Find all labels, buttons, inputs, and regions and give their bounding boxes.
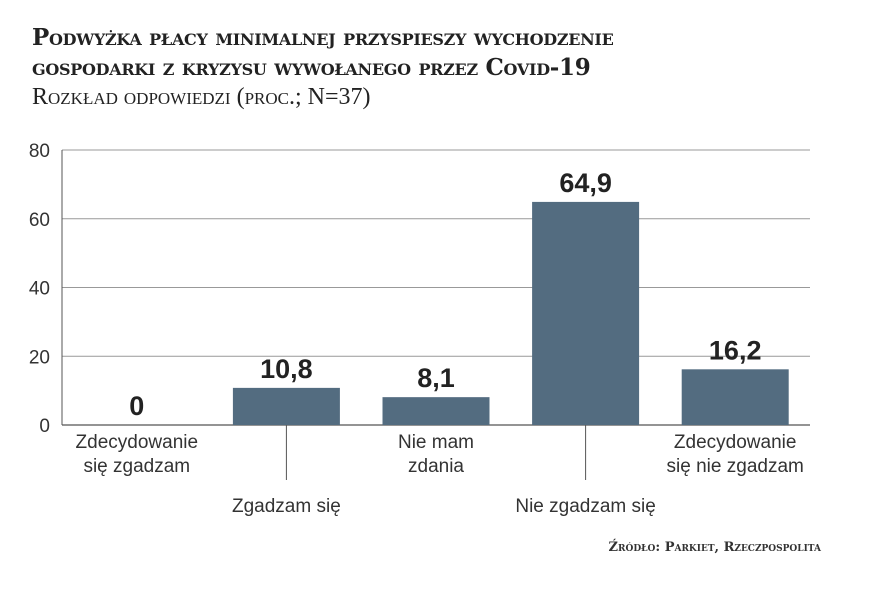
x-tick-label: zdania [408,456,464,477]
x-tick-label: Zgadzam się [232,496,341,517]
y-tick-label: 0 [39,416,50,437]
bar [382,397,490,425]
y-tick-label: 40 [29,279,50,300]
y-tick-label: 20 [29,347,50,368]
x-tick-label: się zgadzam [83,456,190,477]
chart-title-line-2: gospodarki z kryzysu wywołanego przez Co… [32,54,591,81]
bar [232,387,340,425]
chart-subtitle: Rozkład odpowiedzi (proc.; N=37) [32,84,371,110]
source-note: Źródło: Parkiet, Rzeczpospolita [608,540,821,555]
y-tick-label: 60 [29,210,50,231]
x-tick-label: Nie mam [398,432,474,453]
x-tick-label: Nie zgadzam się [515,496,655,517]
x-tick-label: Zdecydowanie [76,432,199,453]
y-tick-label: 80 [29,141,50,162]
x-tick-label: się nie zgadzam [667,456,804,477]
data-label: 64,9 [559,168,612,198]
bar [681,369,789,425]
data-label: 10,8 [260,354,313,384]
data-label: 0 [129,391,144,421]
bar [532,201,640,425]
data-label: 16,2 [709,335,762,365]
x-tick-label: Zdecydowanie [674,432,797,453]
data-label: 8,1 [417,363,455,393]
chart-title-line-1: Podwyżka płacy minimalnej przyspieszy wy… [32,24,614,51]
